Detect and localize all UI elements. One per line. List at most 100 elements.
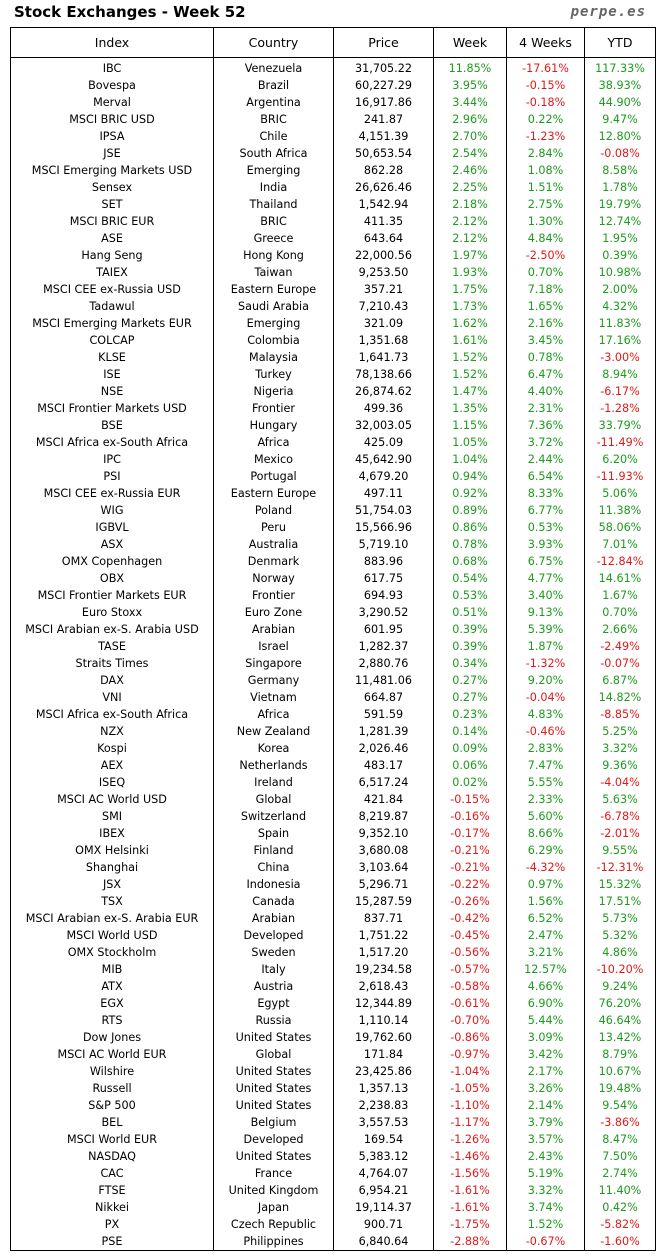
cell-ytd: 2.66% bbox=[584, 621, 656, 638]
cell-price: 6,954.21 bbox=[333, 1182, 434, 1199]
cell-country: Korea bbox=[213, 740, 334, 757]
cell-ytd: 2.00% bbox=[584, 281, 656, 298]
cell-week: 1.04% bbox=[433, 451, 507, 468]
cell-ytd: 38.93% bbox=[584, 77, 656, 94]
cell-ytd: -1.60% bbox=[584, 1233, 656, 1251]
table-row: NSE Nigeria 26,874.62 1.47% 4.40% -6.17% bbox=[10, 383, 656, 400]
cell-week: -0.45% bbox=[433, 927, 507, 944]
cell-index: MSCI CEE ex-Russia USD bbox=[10, 281, 214, 298]
cell-price: 15,287.59 bbox=[333, 893, 434, 910]
cell-4-weeks: 12.57% bbox=[506, 961, 585, 978]
cell-index: TAIEX bbox=[10, 264, 214, 281]
cell-ytd: -0.07% bbox=[584, 655, 656, 672]
cell-ytd: 12.74% bbox=[584, 213, 656, 230]
table-row: TAIEX Taiwan 9,253.50 1.93% 0.70% 10.98% bbox=[10, 264, 656, 281]
cell-4-weeks: 4.40% bbox=[506, 383, 585, 400]
cell-index: Sensex bbox=[10, 179, 214, 196]
cell-price: 1,282.37 bbox=[333, 638, 434, 655]
cell-ytd: -5.82% bbox=[584, 1216, 656, 1233]
cell-country: Canada bbox=[213, 893, 334, 910]
cell-index: AEX bbox=[10, 757, 214, 774]
cell-ytd: -12.31% bbox=[584, 859, 656, 876]
cell-country: Switzerland bbox=[213, 808, 334, 825]
table-row: NASDAQ United States 5,383.12 -1.46% 2.43% 7.… bbox=[10, 1148, 656, 1165]
table-row: OMX Helsinki Finland 3,680.08 -0.21% 6.29% 9.… bbox=[10, 842, 656, 859]
cell-4-weeks: 2.33% bbox=[506, 791, 585, 808]
cell-country: Eastern Europe bbox=[213, 485, 334, 502]
cell-week: 0.02% bbox=[433, 774, 507, 791]
cell-4-weeks: 6.29% bbox=[506, 842, 585, 859]
cell-4-weeks: 0.97% bbox=[506, 876, 585, 893]
cell-week: -0.21% bbox=[433, 859, 507, 876]
table-row: IBEX Spain 9,352.10 -0.17% 8.66% -2.01% bbox=[10, 825, 656, 842]
cell-week: 1.05% bbox=[433, 434, 507, 451]
cell-4-weeks: 7.36% bbox=[506, 417, 585, 434]
cell-4-weeks: 5.60% bbox=[506, 808, 585, 825]
cell-4-weeks: 2.47% bbox=[506, 927, 585, 944]
cell-week: 2.12% bbox=[433, 230, 507, 247]
cell-index: MSCI Africa ex-South Africa bbox=[10, 706, 214, 723]
cell-week: 0.68% bbox=[433, 553, 507, 570]
cell-price: 9,253.50 bbox=[333, 264, 434, 281]
cell-ytd: 2.74% bbox=[584, 1165, 656, 1182]
cell-ytd: 8.47% bbox=[584, 1131, 656, 1148]
cell-index: NSE bbox=[10, 383, 214, 400]
cell-index: OMX Copenhagen bbox=[10, 553, 214, 570]
cell-country: Global bbox=[213, 1046, 334, 1063]
cell-index: Straits Times bbox=[10, 655, 214, 672]
cell-index: MSCI Emerging Markets USD bbox=[10, 162, 214, 179]
cell-ytd: 1.95% bbox=[584, 230, 656, 247]
cell-week: 1.75% bbox=[433, 281, 507, 298]
cell-week: 0.34% bbox=[433, 655, 507, 672]
cell-country: United States bbox=[213, 1148, 334, 1165]
cell-index: Bovespa bbox=[10, 77, 214, 94]
cell-week: -0.56% bbox=[433, 944, 507, 961]
cell-price: 3,290.52 bbox=[333, 604, 434, 621]
cell-4-weeks: 3.79% bbox=[506, 1114, 585, 1131]
table-row: ATX Austria 2,618.43 -0.58% 4.66% 9.24% bbox=[10, 978, 656, 995]
cell-4-weeks: -0.67% bbox=[506, 1233, 585, 1251]
table-row: SET Thailand 1,542.94 2.18% 2.75% 19.79% bbox=[10, 196, 656, 213]
cell-price: 7,210.43 bbox=[333, 298, 434, 315]
cell-index: OMX Helsinki bbox=[10, 842, 214, 859]
cell-4-weeks: 4.83% bbox=[506, 706, 585, 723]
cell-price: 11,481.06 bbox=[333, 672, 434, 689]
cell-week: 1.35% bbox=[433, 400, 507, 417]
cell-index: Euro Stoxx bbox=[10, 604, 214, 621]
table-row: MSCI Frontier Markets USD Frontier 499.36 1… bbox=[10, 400, 656, 417]
cell-country: Ireland bbox=[213, 774, 334, 791]
cell-index: TSX bbox=[10, 893, 214, 910]
cell-price: 169.54 bbox=[333, 1131, 434, 1148]
table-row: MSCI BRIC EUR BRIC 411.35 2.12% 1.30% 12.74% bbox=[10, 213, 656, 230]
cell-week: 2.25% bbox=[433, 179, 507, 196]
table-row: AEX Netherlands 483.17 0.06% 7.47% 9.36% bbox=[10, 757, 656, 774]
cell-week: -0.58% bbox=[433, 978, 507, 995]
cell-index: ASX bbox=[10, 536, 214, 553]
cell-4-weeks: 1.52% bbox=[506, 1216, 585, 1233]
table-row: MSCI BRIC USD BRIC 241.87 2.96% 0.22% 9.47% bbox=[10, 111, 656, 128]
cell-country: Indonesia bbox=[213, 876, 334, 893]
table-row: ISEQ Ireland 6,517.24 0.02% 5.55% -4.04% bbox=[10, 774, 656, 791]
table-row: PSE Philippines 6,840.64 -2.88% -0.67% -1.60% bbox=[10, 1233, 656, 1251]
cell-price: 6,517.24 bbox=[333, 774, 434, 791]
column-header-index: Index bbox=[10, 27, 214, 58]
cell-4-weeks: -0.04% bbox=[506, 689, 585, 706]
cell-index: MSCI BRIC EUR bbox=[10, 213, 214, 230]
table-row: IBC Venezuela 31,705.22 11.85% -17.61% 117.33… bbox=[10, 57, 656, 77]
cell-ytd: 7.01% bbox=[584, 536, 656, 553]
cell-price: 19,762.60 bbox=[333, 1029, 434, 1046]
cell-4-weeks: 3.72% bbox=[506, 434, 585, 451]
cell-4-weeks: 3.40% bbox=[506, 587, 585, 604]
cell-index: RTS bbox=[10, 1012, 214, 1029]
cell-index: DAX bbox=[10, 672, 214, 689]
cell-price: 26,626.46 bbox=[333, 179, 434, 196]
cell-4-weeks: 0.22% bbox=[506, 111, 585, 128]
table-row: Hang Seng Hong Kong 22,000.56 1.97% -2.50% 0.… bbox=[10, 247, 656, 264]
cell-week: 0.54% bbox=[433, 570, 507, 587]
cell-4-weeks: 1.08% bbox=[506, 162, 585, 179]
cell-country: BRIC bbox=[213, 111, 334, 128]
cell-week: -1.46% bbox=[433, 1148, 507, 1165]
cell-price: 1,751.22 bbox=[333, 927, 434, 944]
cell-4-weeks: 4.66% bbox=[506, 978, 585, 995]
table-row: JSX Indonesia 5,296.71 -0.22% 0.97% 15.32% bbox=[10, 876, 656, 893]
